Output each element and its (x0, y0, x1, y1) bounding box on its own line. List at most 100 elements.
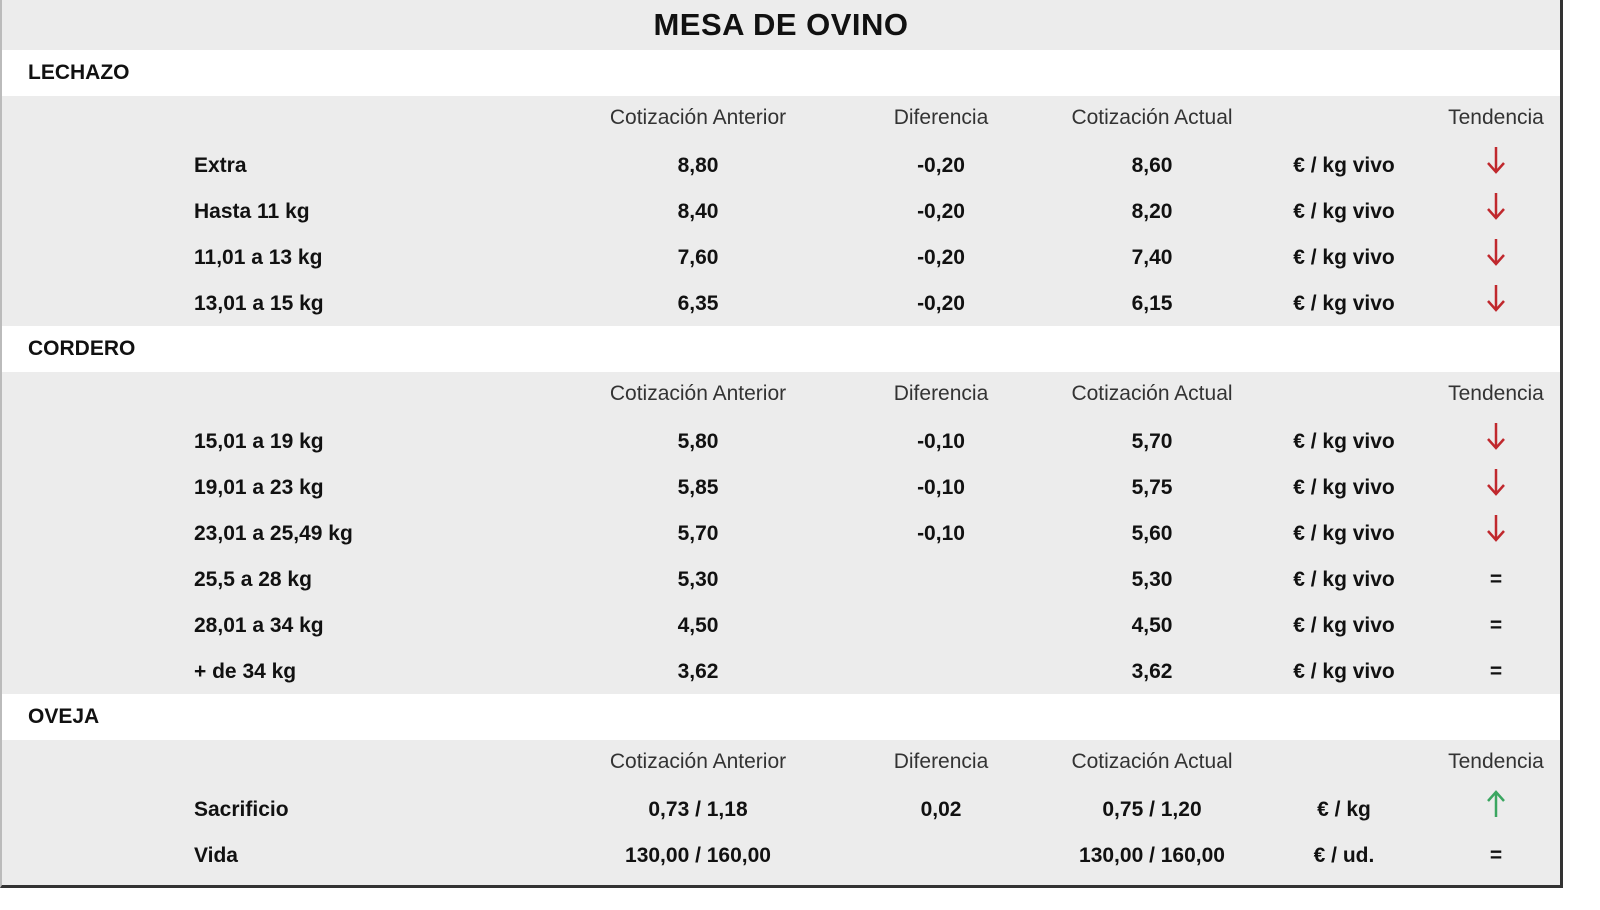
cotizacion-actual: 5,75 (1131, 476, 1173, 499)
diferencia: 0,02 (920, 798, 962, 821)
unit: € / kg vivo (1293, 200, 1395, 223)
diferencia: -0,20 (917, 246, 965, 269)
row-label: 28,01 a 34 kg (194, 614, 324, 637)
header-actual: Cotización Actual (1071, 106, 1233, 129)
table-row: 15,01 a 19 kg 5,80 -0,10 5,70 € / kg vivo (2, 418, 1560, 464)
table-row: Vida 130,00 / 160,00 130,00 / 160,00 € / ud… (2, 832, 1560, 878)
header-anterior: Cotización Anterior (609, 750, 787, 773)
header-diferencia: Diferencia (893, 382, 989, 405)
trend-equal: = (1489, 660, 1503, 683)
cotizacion-anterior: 7,60 (677, 246, 719, 269)
diferencia: -0,10 (917, 522, 965, 545)
unit: € / kg vivo (1293, 614, 1395, 637)
trend-equal: = (1489, 568, 1503, 591)
column-header-row: Cotización Anterior Diferencia Cotización … (2, 740, 1560, 786)
row-label: 19,01 a 23 kg (194, 476, 324, 499)
arrow-down-icon (1436, 193, 1556, 227)
table-row: Sacrificio 0,73 / 1,18 0,02 0,75 / 1,20 € / … (2, 786, 1560, 832)
arrow-up-icon (1436, 790, 1556, 825)
unit: € / kg vivo (1293, 430, 1395, 453)
section-heading: LECHAZO (2, 50, 1560, 96)
trend-equal: = (1489, 844, 1503, 867)
row-label: 23,01 a 25,49 kg (194, 522, 353, 545)
table-row: Hasta 11 kg 8,40 -0,20 8,20 € / kg vivo (2, 188, 1560, 234)
arrow-down-icon (1436, 423, 1556, 457)
header-anterior: Cotización Anterior (609, 106, 787, 129)
cotizacion-anterior: 5,85 (677, 476, 719, 499)
table-row: + de 34 kg 3,62 3,62 € / kg vivo = (2, 648, 1560, 694)
table-row: 25,5 a 28 kg 5,30 5,30 € / kg vivo = (2, 556, 1560, 602)
arrow-down-icon (1436, 515, 1556, 549)
header-tendencia: Tendencia (1448, 382, 1544, 405)
cotizacion-actual: 5,70 (1131, 430, 1173, 453)
row-label: + de 34 kg (194, 660, 297, 683)
unit: € / ud. (1313, 844, 1375, 867)
cotizacion-actual: 0,75 / 1,20 (1102, 798, 1202, 821)
unit: € / kg vivo (1293, 660, 1395, 683)
column-header-row: Cotización Anterior Diferencia Cotización … (2, 96, 1560, 142)
cotizacion-anterior: 5,80 (677, 430, 719, 453)
row-label: Extra (194, 154, 247, 177)
header-anterior: Cotización Anterior (609, 382, 787, 405)
table-row: 28,01 a 34 kg 4,50 4,50 € / kg vivo = (2, 602, 1560, 648)
page-title: MESA DE OVINO (653, 7, 909, 42)
arrow-down-icon (1436, 239, 1556, 273)
cotizacion-actual: 5,30 (1131, 568, 1173, 591)
unit: € / kg vivo (1293, 568, 1395, 591)
cotizacion-actual: 3,62 (1131, 660, 1173, 683)
row-label: 11,01 a 13 kg (194, 246, 323, 269)
column-header-row: Cotización Anterior Diferencia Cotización … (2, 372, 1560, 418)
cotizacion-anterior: 130,00 / 160,00 (625, 844, 771, 867)
cotizacion-actual: 4,50 (1131, 614, 1173, 637)
cotizacion-anterior: 8,40 (677, 200, 719, 223)
cotizacion-actual: 5,60 (1131, 522, 1173, 545)
header-actual: Cotización Actual (1071, 382, 1233, 405)
table-row: 23,01 a 25,49 kg 5,70 -0,10 5,60 € / kg vivo (2, 510, 1560, 556)
header-actual: Cotización Actual (1071, 750, 1233, 773)
diferencia: -0,10 (917, 430, 965, 453)
section-heading: CORDERO (2, 326, 1560, 372)
cotizacion-actual: 130,00 / 160,00 (1079, 844, 1225, 867)
row-label: Vida (194, 844, 238, 867)
trend-equal: = (1489, 614, 1503, 637)
row-label: Sacrificio (194, 798, 289, 821)
section-block: Cotización Anterior Diferencia Cotización … (2, 96, 1560, 326)
sections: LECHAZO Cotización Anterior Diferencia Coti… (2, 50, 1560, 878)
table-row: 19,01 a 23 kg 5,85 -0,10 5,75 € / kg vivo (2, 464, 1560, 510)
cotizacion-anterior: 5,70 (677, 522, 719, 545)
row-label: Hasta 11 kg (194, 200, 310, 223)
cotizacion-anterior: 4,50 (677, 614, 719, 637)
cotizacion-anterior: 0,73 / 1,18 (648, 798, 748, 821)
cotizacion-actual: 7,40 (1131, 246, 1173, 269)
header-tendencia: Tendencia (1448, 750, 1544, 773)
arrow-down-icon (1436, 147, 1556, 181)
arrow-down-icon (1436, 285, 1556, 319)
section-heading: OVEJA (2, 694, 1560, 740)
cotizacion-actual: 8,20 (1131, 200, 1173, 223)
row-label: 15,01 a 19 kg (194, 430, 324, 453)
cotizacion-anterior: 8,80 (677, 154, 719, 177)
section-block: Cotización Anterior Diferencia Cotización … (2, 740, 1560, 878)
row-label: 25,5 a 28 kg (194, 568, 312, 591)
cotizacion-anterior: 6,35 (677, 292, 719, 315)
price-table: MESA DE OVINO LECHAZO Cotización Anterior… (0, 0, 1563, 888)
cotizacion-anterior: 5,30 (677, 568, 719, 591)
unit: € / kg vivo (1293, 246, 1395, 269)
cotizacion-actual: 6,15 (1131, 292, 1173, 315)
diferencia: -0,20 (917, 200, 965, 223)
row-label: 13,01 a 15 kg (194, 292, 324, 315)
header-diferencia: Diferencia (893, 750, 989, 773)
cotizacion-actual: 8,60 (1131, 154, 1173, 177)
section-block: Cotización Anterior Diferencia Cotización … (2, 372, 1560, 694)
diferencia: -0,10 (917, 476, 965, 499)
unit: € / kg vivo (1293, 476, 1395, 499)
table-row: Extra 8,80 -0,20 8,60 € / kg vivo (2, 142, 1560, 188)
header-diferencia: Diferencia (893, 106, 989, 129)
unit: € / kg vivo (1293, 522, 1395, 545)
diferencia: -0,20 (917, 154, 965, 177)
table-row: 13,01 a 15 kg 6,35 -0,20 6,15 € / kg vivo (2, 280, 1560, 326)
unit: € / kg vivo (1293, 154, 1395, 177)
diferencia: -0,20 (917, 292, 965, 315)
cotizacion-anterior: 3,62 (677, 660, 719, 683)
header-tendencia: Tendencia (1448, 106, 1544, 129)
